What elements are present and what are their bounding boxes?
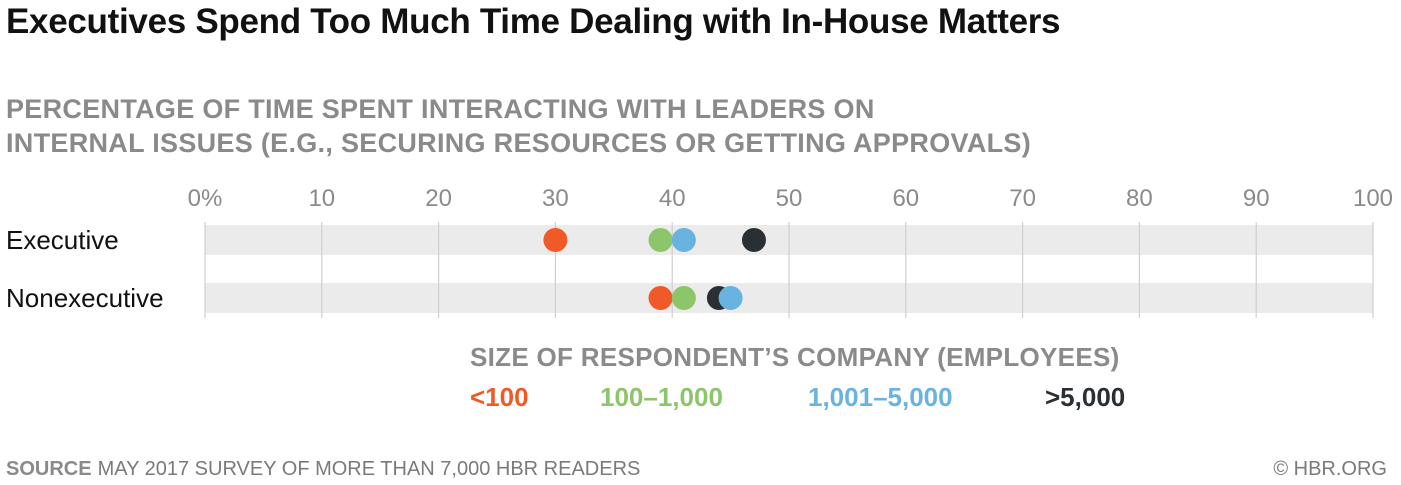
x-tick-label-100: 100 [1353,185,1393,212]
dot-nonexecutive-series-2 [671,286,696,310]
dot-plot: 0% 10 20 30 40 50 60 70 80 90 100 Executive Nonexecu… [6,185,1393,318]
category-label-nonexecutive: Nonexecutive [6,283,164,313]
x-tick-label-70: 70 [1009,185,1036,212]
legend-item-over-5000: >5,000 [1045,382,1126,412]
x-tick-label-40: 40 [659,185,686,212]
legend-item-under-100: <100 [470,382,529,412]
source-note: SOURCE MAY 2017 SURVEY OF MORE THAN 7,000… [6,458,640,481]
legend-item-1001-5000: 1,001–5,000 [808,382,953,412]
x-tick-label-60: 60 [892,185,919,212]
dot-executive-series-3 [671,228,696,252]
subtitle-line-1: PERCENTAGE OF TIME SPENT INTERACTING WIT… [6,94,875,124]
dot-nonexecutive-series-1 [648,286,673,310]
copyright-credit: © HBR.ORG [1273,458,1387,480]
subtitle-line-2: INTERNAL ISSUES (E.G., SECURING RESOURCE… [6,128,1032,158]
legend-title: SIZE OF RESPONDENT’S COMPANY (EMPLOYEES) [470,342,1120,372]
dot-executive-series-2 [648,228,673,252]
source-text: MAY 2017 SURVEY OF MORE THAN 7,000 HBR R… [97,458,641,480]
source-label: SOURCE [6,458,92,480]
chart-subtitle: PERCENTAGE OF TIME SPENT INTERACTING WIT… [6,92,1031,160]
x-tick-label-50: 50 [776,185,803,212]
dot-executive-series-1 [543,228,568,252]
dot-nonexecutive-series-3 [718,286,743,310]
x-tick-label-10: 10 [308,185,335,212]
category-label-executive: Executive [6,225,119,255]
chart-title: Executives Spend Too Much Time Dealing w… [6,2,1061,41]
x-tick-label-90: 90 [1243,185,1270,212]
x-tick-label-20: 20 [425,185,452,212]
x-tick-label-80: 80 [1126,185,1153,212]
legend-item-100-1000: 100–1,000 [600,382,723,412]
x-tick-label-0: 0% [188,185,223,212]
x-tick-label-30: 30 [542,185,569,212]
dot-executive-series-4 [741,228,766,252]
